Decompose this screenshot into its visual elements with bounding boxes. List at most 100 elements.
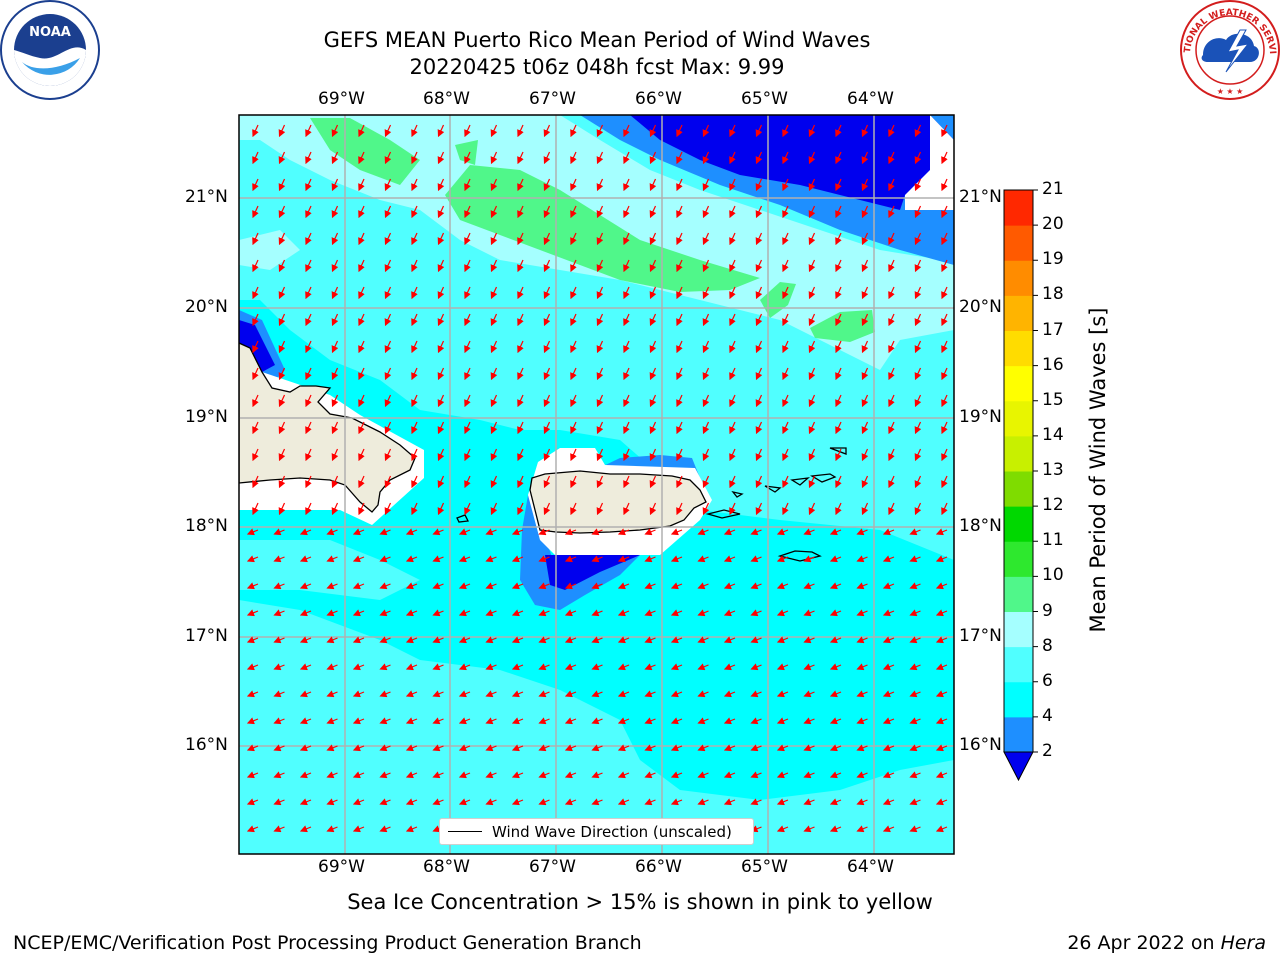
wind-wave-arrow <box>914 475 922 489</box>
wind-wave-arrow <box>676 205 683 219</box>
wind-wave-arrow <box>644 528 656 536</box>
wind-wave-arrow <box>490 448 498 462</box>
wind-wave-arrow <box>252 475 259 489</box>
wind-wave-arrow <box>517 502 524 516</box>
wind-wave-arrow <box>750 771 762 779</box>
wind-wave-arrow <box>273 690 285 698</box>
wind-wave-arrow <box>278 502 286 516</box>
wind-wave-arrow <box>623 286 630 300</box>
wind-wave-arrow <box>596 313 604 327</box>
wind-wave-arrow <box>803 717 815 725</box>
wind-wave-arrow <box>458 744 471 752</box>
wind-wave-arrow <box>384 448 392 462</box>
wind-wave-arrow <box>649 448 657 462</box>
wind-wave-arrow <box>358 124 365 138</box>
wind-wave-arrow <box>755 340 763 354</box>
wind-wave-arrow <box>935 609 948 617</box>
wind-wave-arrow <box>914 259 922 273</box>
wind-wave-arrow <box>358 232 365 246</box>
wind-wave-arrow <box>273 744 285 752</box>
wind-wave-arrow <box>776 663 789 671</box>
wind-wave-arrow <box>670 582 683 590</box>
wind-wave-arrow <box>723 528 736 536</box>
wind-wave-arrow <box>670 690 683 698</box>
wind-wave-arrow <box>803 771 815 779</box>
wind-wave-arrow <box>517 151 524 165</box>
wind-wave-arrow <box>729 367 736 381</box>
wind-wave-arrow <box>517 124 524 138</box>
wind-wave-arrow <box>623 259 630 273</box>
wind-wave-arrow <box>670 528 683 536</box>
wind-wave-arrow <box>437 448 445 462</box>
wind-wave-arrow <box>570 475 577 489</box>
wind-wave-arrow <box>490 475 498 489</box>
wind-wave-arrow <box>278 124 286 138</box>
wind-wave-arrow <box>543 475 551 489</box>
wind-wave-arrow <box>411 151 418 165</box>
wind-wave-arrow <box>326 744 338 752</box>
wind-wave-arrow <box>829 717 842 725</box>
wind-wave-arrow <box>697 690 709 698</box>
colorbar-tick-label: 2 <box>1042 741 1053 761</box>
lon-label-bottom-69w: 69°W <box>318 857 365 877</box>
wind-wave-arrow <box>835 259 842 273</box>
wind-wave-arrow <box>352 528 365 536</box>
wind-wave-arrow <box>782 475 789 489</box>
wind-wave-arrow <box>437 340 445 354</box>
wind-wave-arrow <box>888 286 895 300</box>
wind-wave-arrow <box>670 636 683 644</box>
wind-wave-arrow <box>411 205 418 219</box>
wind-wave-arrow <box>358 340 365 354</box>
wind-wave-arrow <box>782 340 789 354</box>
wind-wave-arrow <box>755 205 763 219</box>
wind-wave-arrow <box>384 421 392 435</box>
lat-label-left-18n: 18°N <box>185 516 228 536</box>
wind-wave-arrow <box>782 313 789 327</box>
wind-wave-arrow <box>538 771 550 779</box>
wind-wave-arrow <box>273 528 285 536</box>
wind-wave-arrow <box>464 259 471 273</box>
wind-wave-arrow <box>729 178 736 192</box>
wind-wave-arrow <box>464 286 471 300</box>
wind-wave-arrow <box>888 475 895 489</box>
lat-label-right-20n: 20°N <box>959 297 1002 317</box>
wind-wave-arrow <box>782 421 789 435</box>
lon-label-top-69w: 69°W <box>318 89 365 109</box>
wind-wave-arrow <box>755 151 763 165</box>
wind-wave-arrow <box>755 313 763 327</box>
wind-wave-arrow <box>676 124 683 138</box>
wind-wave-arrow <box>935 690 948 698</box>
wind-wave-arrow <box>538 609 550 617</box>
wind-wave-arrow <box>485 717 497 725</box>
wind-wave-arrow <box>914 286 922 300</box>
wind-wave-arrow <box>331 421 339 435</box>
wind-wave-arrow <box>909 609 921 617</box>
wind-wave-arrow <box>464 367 471 381</box>
wind-wave-arrow <box>517 421 524 435</box>
wind-wave-arrow <box>252 205 259 219</box>
wind-wave-arrow <box>591 555 603 563</box>
wind-wave-arrow <box>570 448 577 462</box>
wind-wave-arrow <box>278 178 286 192</box>
wind-wave-arrow <box>702 367 710 381</box>
wind-wave-arrow <box>729 232 736 246</box>
wind-wave-arrow <box>697 555 709 563</box>
wind-wave-arrow <box>252 178 259 192</box>
wind-wave-arrow <box>776 582 789 590</box>
wind-wave-arrow <box>808 394 816 408</box>
wind-wave-arrow <box>702 286 710 300</box>
wind-wave-arrow <box>538 555 550 563</box>
wind-wave-arrow <box>570 367 577 381</box>
wind-wave-arrow <box>273 582 285 590</box>
wind-wave-arrow <box>305 124 312 138</box>
wind-wave-arrow <box>888 205 895 219</box>
colorbar-tick-label: 8 <box>1042 635 1053 656</box>
wind-wave-arrow <box>485 609 497 617</box>
wind-wave-arrow <box>914 178 922 192</box>
wind-wave-arrow <box>755 367 763 381</box>
wind-wave-arrow <box>305 178 312 192</box>
wind-wave-arrow <box>331 205 339 219</box>
wind-wave-arrow <box>649 124 657 138</box>
wind-wave-arrow <box>543 124 551 138</box>
wind-wave-arrow <box>405 744 418 752</box>
